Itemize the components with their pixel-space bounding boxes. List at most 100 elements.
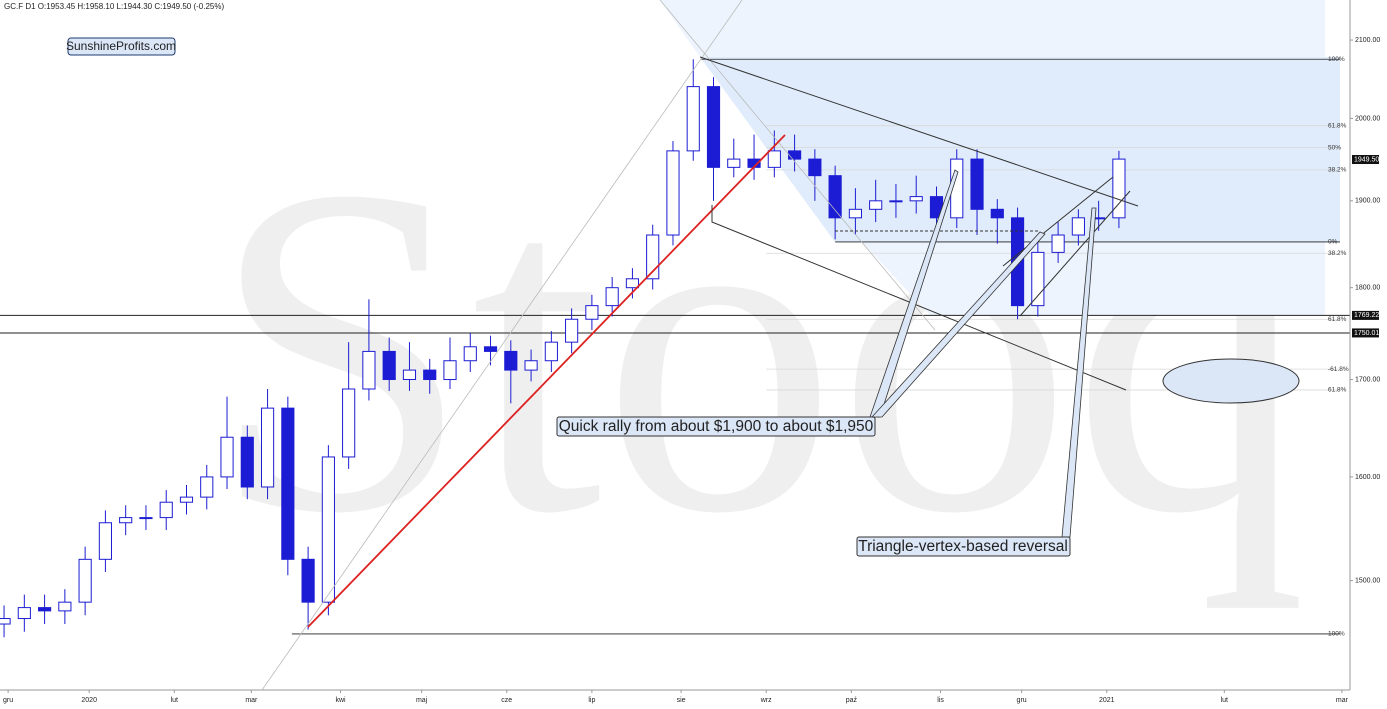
candle-body — [281, 407, 295, 560]
candle-body — [889, 200, 903, 203]
candle-body — [119, 517, 133, 524]
y-tick-label: 2100.00 — [1355, 37, 1380, 44]
y-tick-label: 1900.00 — [1355, 198, 1380, 205]
price-tag-label: 1769.22 — [1354, 312, 1379, 319]
x-tick-label: lut — [171, 697, 178, 704]
trend-line — [699, 56, 1139, 207]
candle-body — [179, 496, 194, 503]
annotation-box — [556, 416, 876, 437]
candle-body — [970, 158, 984, 210]
candle-body — [544, 341, 558, 362]
candle-body — [240, 436, 254, 488]
x-tick-label: mar — [245, 697, 258, 704]
candle-body — [848, 208, 862, 219]
x-tick-label: lis — [937, 697, 944, 704]
y-tick-label: 1600.00 — [1355, 474, 1380, 481]
fib-label: 100% — [1328, 631, 1345, 638]
last-price-tag — [1352, 155, 1379, 165]
x-tick-label: gru — [3, 697, 13, 704]
candle-body — [788, 150, 802, 160]
callout-pointer — [871, 231, 1046, 418]
candle-body — [17, 607, 31, 620]
candle-body — [301, 558, 315, 603]
triangle-line — [1002, 176, 1114, 267]
candle-body — [828, 175, 842, 219]
brand: SunshineProfits.com — [66, 39, 176, 53]
price-tag-label: 1750.01 — [1354, 330, 1379, 337]
y-tick-label: 1500.00 — [1355, 577, 1380, 584]
price-tag — [1352, 310, 1379, 320]
candle-body — [321, 456, 335, 603]
y-tick-label: 1800.00 — [1355, 285, 1380, 292]
last-price-label: 1949.50 — [1354, 156, 1379, 163]
candle-body — [200, 476, 214, 498]
candle-body — [1112, 158, 1126, 219]
trend-line — [711, 205, 1127, 391]
candle-body — [98, 522, 112, 560]
fib-label: 61.8% — [1328, 316, 1347, 323]
candle-body — [38, 607, 52, 612]
candle-body — [625, 278, 640, 289]
candle-body — [423, 369, 437, 381]
fan-line — [659, 0, 936, 331]
x-tick-label: kwi — [335, 697, 346, 704]
candle-body — [990, 208, 1004, 219]
x-tick-label: cze — [501, 697, 512, 704]
y-tick-label: 2000.00 — [1355, 115, 1380, 122]
candle-body — [78, 558, 92, 603]
candle-body — [808, 158, 822, 177]
candle-body — [504, 350, 518, 371]
brand-box — [67, 37, 176, 56]
annotation: Triangle-vertex-based reversal — [858, 538, 1068, 555]
x-tick-label: sie — [677, 697, 686, 704]
candle-body — [565, 318, 579, 343]
candle-body — [727, 158, 741, 168]
candle-body — [58, 601, 72, 612]
trend-line — [307, 134, 786, 628]
price-tag — [1352, 328, 1379, 338]
candle-body — [1031, 251, 1045, 307]
candle-body — [909, 196, 923, 202]
fib-label: 100% — [1328, 56, 1345, 63]
candle-body — [869, 200, 883, 210]
chart-title: GC.F D1 O:1953.45 H:1958.10 L:1944.30 C:… — [4, 2, 224, 11]
x-tick-label: maj — [416, 697, 428, 704]
triangle-line — [1019, 190, 1131, 317]
x-tick-label: wrz — [760, 697, 772, 704]
x-tick-label: 2021 — [1099, 697, 1115, 704]
candle-body — [666, 150, 680, 236]
fib-label: 38.2% — [1328, 250, 1347, 257]
x-tick-label: lut — [1221, 697, 1228, 704]
candle-body — [220, 436, 234, 478]
fib-label: 38.2% — [1328, 167, 1347, 174]
x-tick-label: gru — [1017, 697, 1027, 704]
annotation-box — [856, 536, 1071, 557]
candle-body — [524, 360, 538, 371]
candle-body — [342, 388, 356, 458]
candle-body — [260, 407, 275, 488]
fan-line — [261, 0, 743, 691]
candle-body — [1071, 217, 1085, 236]
y-tick-label: 1700.00 — [1355, 376, 1380, 383]
annotation: Quick rally from about $1,900 to about $… — [559, 418, 874, 435]
candle-body — [0, 618, 11, 625]
x-tick-label: 2020 — [81, 697, 97, 704]
fib-label: 61.8% — [1328, 387, 1347, 394]
candle-body — [686, 86, 700, 152]
candle-body — [706, 86, 721, 168]
fib-label: 0% — [1328, 239, 1338, 246]
candle-body — [362, 350, 376, 390]
candle-body — [767, 150, 781, 168]
fib-label: -61.8% — [1328, 366, 1349, 373]
candle-body — [1051, 234, 1065, 253]
candle-body — [443, 360, 457, 381]
candle-body — [463, 346, 477, 362]
fib-label: 50% — [1328, 144, 1341, 151]
candle-body — [402, 369, 417, 381]
shaded-zone — [700, 57, 1340, 242]
x-tick-label: paź — [846, 697, 858, 704]
candle-body — [605, 287, 619, 307]
fib-label: 61.8% — [1328, 122, 1347, 129]
candle-body — [585, 305, 599, 320]
